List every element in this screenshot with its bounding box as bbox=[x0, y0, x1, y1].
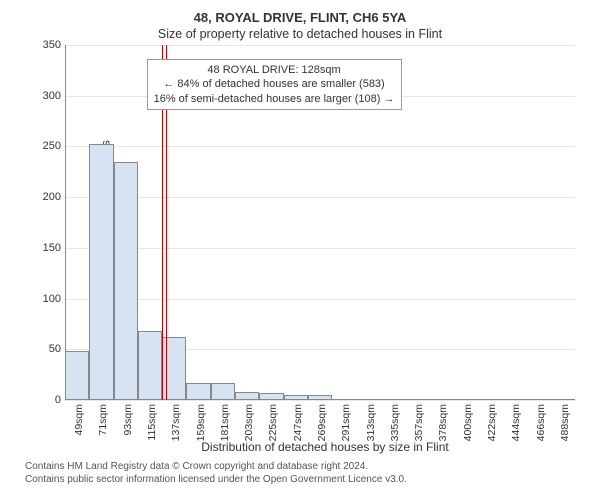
gridline bbox=[65, 45, 575, 46]
gridline bbox=[65, 248, 575, 249]
x-tick-label: 159sqm bbox=[195, 404, 207, 441]
gridline bbox=[65, 299, 575, 300]
bar bbox=[235, 392, 259, 400]
gridline bbox=[65, 197, 575, 198]
x-axis-label: Distribution of detached houses by size … bbox=[65, 440, 585, 454]
y-tick-label: 300 bbox=[43, 90, 65, 102]
bar bbox=[284, 395, 308, 400]
y-tick-label: 100 bbox=[43, 293, 65, 305]
chart-subtitle: Size of property relative to detached ho… bbox=[15, 27, 585, 41]
footer-line-1: Contains HM Land Registry data © Crown c… bbox=[25, 460, 585, 473]
bar bbox=[65, 351, 89, 400]
bar bbox=[89, 144, 113, 400]
footer: Contains HM Land Registry data © Crown c… bbox=[25, 460, 585, 486]
footer-line-2: Contains public sector information licen… bbox=[25, 473, 585, 486]
y-tick-label: 250 bbox=[43, 140, 65, 152]
x-tick-label: 49sqm bbox=[73, 404, 85, 436]
bar bbox=[186, 383, 210, 400]
x-tick-label: 357sqm bbox=[413, 404, 425, 441]
x-tick-label: 93sqm bbox=[122, 404, 134, 436]
annotation-line: 16% of semi-detached houses are larger (… bbox=[154, 92, 395, 106]
x-tick-label: 247sqm bbox=[292, 404, 304, 441]
bar bbox=[211, 383, 235, 400]
y-tick-label: 350 bbox=[43, 39, 65, 51]
chart-plot: 05010015020025030035049sqm71sqm93sqm115s… bbox=[65, 45, 575, 400]
x-tick-label: 291sqm bbox=[340, 404, 352, 441]
x-tick-label: 115sqm bbox=[146, 404, 158, 441]
annotation-box: 48 ROYAL DRIVE: 128sqm← 84% of detached … bbox=[147, 59, 402, 110]
x-tick-label: 269sqm bbox=[316, 404, 328, 441]
annotation-line: 48 ROYAL DRIVE: 128sqm bbox=[154, 63, 395, 77]
x-tick-label: 466sqm bbox=[535, 404, 547, 441]
gridline bbox=[65, 400, 575, 401]
bar bbox=[138, 331, 162, 400]
x-tick-label: 225sqm bbox=[267, 404, 279, 441]
chart-area: Number of detached properties 0501001502… bbox=[65, 45, 575, 400]
y-tick-label: 150 bbox=[43, 242, 65, 254]
bar bbox=[308, 395, 332, 400]
x-tick-label: 444sqm bbox=[510, 404, 522, 441]
y-tick-label: 200 bbox=[43, 191, 65, 203]
bar bbox=[114, 162, 138, 400]
x-tick-label: 313sqm bbox=[365, 404, 377, 441]
x-tick-label: 335sqm bbox=[389, 404, 401, 441]
y-tick-label: 0 bbox=[55, 394, 65, 406]
bar bbox=[259, 393, 283, 400]
x-tick-label: 137sqm bbox=[170, 404, 182, 441]
x-tick-label: 71sqm bbox=[97, 404, 109, 436]
x-tick-label: 203sqm bbox=[243, 404, 255, 441]
x-tick-label: 181sqm bbox=[219, 404, 231, 441]
x-tick-label: 488sqm bbox=[559, 404, 571, 441]
y-tick-label: 50 bbox=[49, 343, 65, 355]
page-title: 48, ROYAL DRIVE, FLINT, CH6 5YA bbox=[15, 10, 585, 25]
x-tick-label: 400sqm bbox=[462, 404, 474, 441]
annotation-line: ← 84% of detached houses are smaller (58… bbox=[154, 77, 395, 91]
x-tick-label: 378sqm bbox=[437, 404, 449, 441]
x-tick-label: 422sqm bbox=[486, 404, 498, 441]
gridline bbox=[65, 146, 575, 147]
